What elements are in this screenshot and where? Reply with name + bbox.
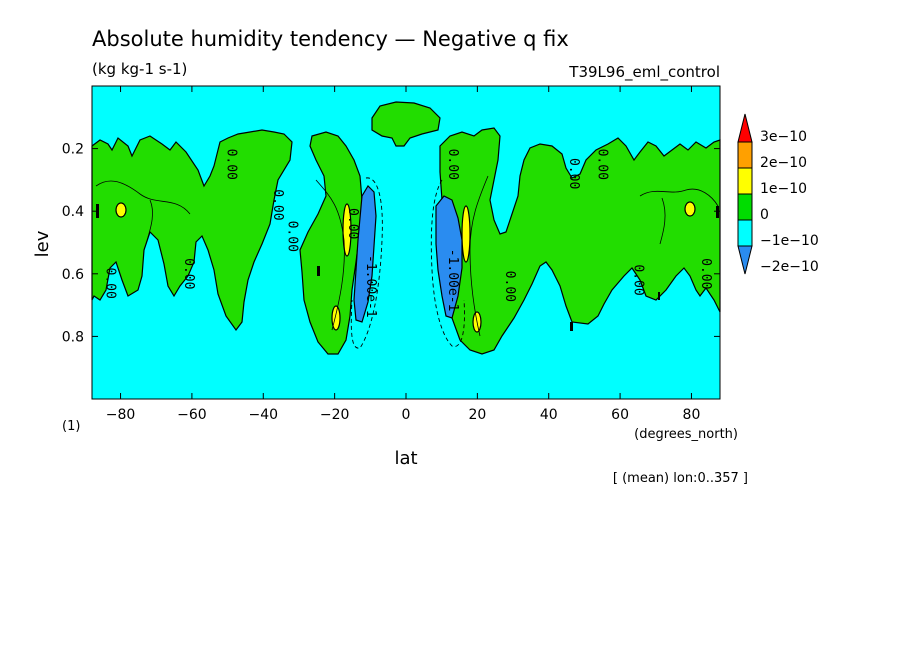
y-tick-label: 0.6 xyxy=(62,267,84,283)
colorbar: 3e−10 2e−10 1e−10 0 −1e−10 −2e−10 xyxy=(737,113,819,275)
contour-label: 0.00 xyxy=(284,221,299,252)
colorbar-band xyxy=(737,219,753,247)
axis-ticks: −80 −60 −40 −20 0 20 40 60 80 0.2 0.4 0.6 0.8 xyxy=(62,86,720,423)
max-region-nh-upper xyxy=(461,205,471,263)
contour-blob xyxy=(716,206,719,218)
x-tick-label: −80 xyxy=(106,407,136,423)
colorbar-band xyxy=(737,141,753,169)
experiment-name: T39L96_eml_control xyxy=(568,63,720,82)
x-tick-label: −20 xyxy=(320,407,350,423)
contour-label: 0.00 xyxy=(566,158,581,189)
contour-label: 0.00 xyxy=(502,271,517,302)
y-tick-label: 0.4 xyxy=(62,204,84,220)
plot-area: 0.00 0.000.000.000.00 0.00-1.00e-1 -1.00e-1… xyxy=(62,85,721,423)
x-tick-label: 40 xyxy=(540,407,558,423)
colorbar-label: 3e−10 xyxy=(760,129,807,145)
contour-label: 0.00 xyxy=(224,149,239,180)
positive-region-sh-highlat xyxy=(91,129,293,332)
negative-contour-line xyxy=(430,179,465,347)
colorbar-band xyxy=(737,167,753,195)
colorbar-label: 1e−10 xyxy=(760,181,807,197)
y-tick-label: 0.8 xyxy=(62,329,84,345)
contour-label: 0.00 xyxy=(102,268,117,299)
x-axis-label: lat xyxy=(394,448,417,469)
positive-region-equator-top xyxy=(371,101,441,147)
contour-label: 0.00 xyxy=(270,189,285,220)
colorbar-label: −2e−10 xyxy=(760,259,819,275)
max-region-nh-pole xyxy=(684,201,696,217)
contour-line xyxy=(639,188,719,207)
y-axis-label: lev xyxy=(32,230,53,257)
contour-label: 0.00 xyxy=(445,149,460,180)
positive-region-nh xyxy=(439,127,721,355)
colorbar-band xyxy=(737,193,753,221)
contour-line xyxy=(469,175,489,337)
contour-label: 0.00 xyxy=(181,258,196,289)
contour-label: 0.00 xyxy=(698,258,713,289)
contour-blob xyxy=(317,266,320,276)
panel-index: (1) xyxy=(62,419,80,434)
filled-contours xyxy=(91,101,721,355)
colorbar-label: −1e−10 xyxy=(760,233,819,249)
contour-line xyxy=(315,179,345,331)
max-region-sh-lower xyxy=(331,305,341,331)
colorbar-label: 0 xyxy=(760,207,769,223)
colorbar-top-arrow xyxy=(737,113,753,143)
positive-region-sh-midlat xyxy=(299,131,363,355)
contour-label: 0.00 xyxy=(630,264,645,295)
x-tick-label: −60 xyxy=(177,407,207,423)
x-tick-label: 80 xyxy=(683,407,701,423)
max-region-sh-upper xyxy=(342,203,352,257)
negative-contours xyxy=(350,177,465,349)
contour-line xyxy=(95,180,191,215)
contour-line xyxy=(659,197,666,245)
colorbar-bottom-arrow xyxy=(737,245,753,275)
chart-title: Absolute humidity tendency — Negative q … xyxy=(92,27,569,51)
contour-label: -1.00e-1 xyxy=(363,255,378,318)
contour-label: 0.00 xyxy=(595,149,610,180)
contour-labels: 0.00 0.000.000.000.00 0.00-1.00e-1 -1.00e-1… xyxy=(102,149,713,318)
x-tick-label: −40 xyxy=(248,407,278,423)
contour-line xyxy=(145,199,153,245)
x-tick-label: 60 xyxy=(611,407,629,423)
contour-label: 0.00 xyxy=(345,208,360,239)
footer-note: [ (mean) lon:0..357 ] xyxy=(613,471,748,486)
interior-contours xyxy=(95,175,719,337)
contour-label: -1.00e-1 xyxy=(445,249,460,312)
y-tick-label: 0.2 xyxy=(62,142,84,158)
negative-contour-line xyxy=(350,177,383,349)
max-region-sh-pole xyxy=(115,202,127,218)
negative-region-sh xyxy=(353,185,377,323)
chart-units: (kg kg-1 s-1) xyxy=(92,60,187,78)
x-axis-units: (degrees_north) xyxy=(634,427,738,442)
colorbar-label: 2e−10 xyxy=(760,155,807,171)
negative-region-nh xyxy=(435,195,463,319)
x-tick-label: 0 xyxy=(402,407,411,423)
contour-blob xyxy=(570,322,573,331)
x-tick-label: 20 xyxy=(468,407,486,423)
contour-blob xyxy=(658,292,660,300)
